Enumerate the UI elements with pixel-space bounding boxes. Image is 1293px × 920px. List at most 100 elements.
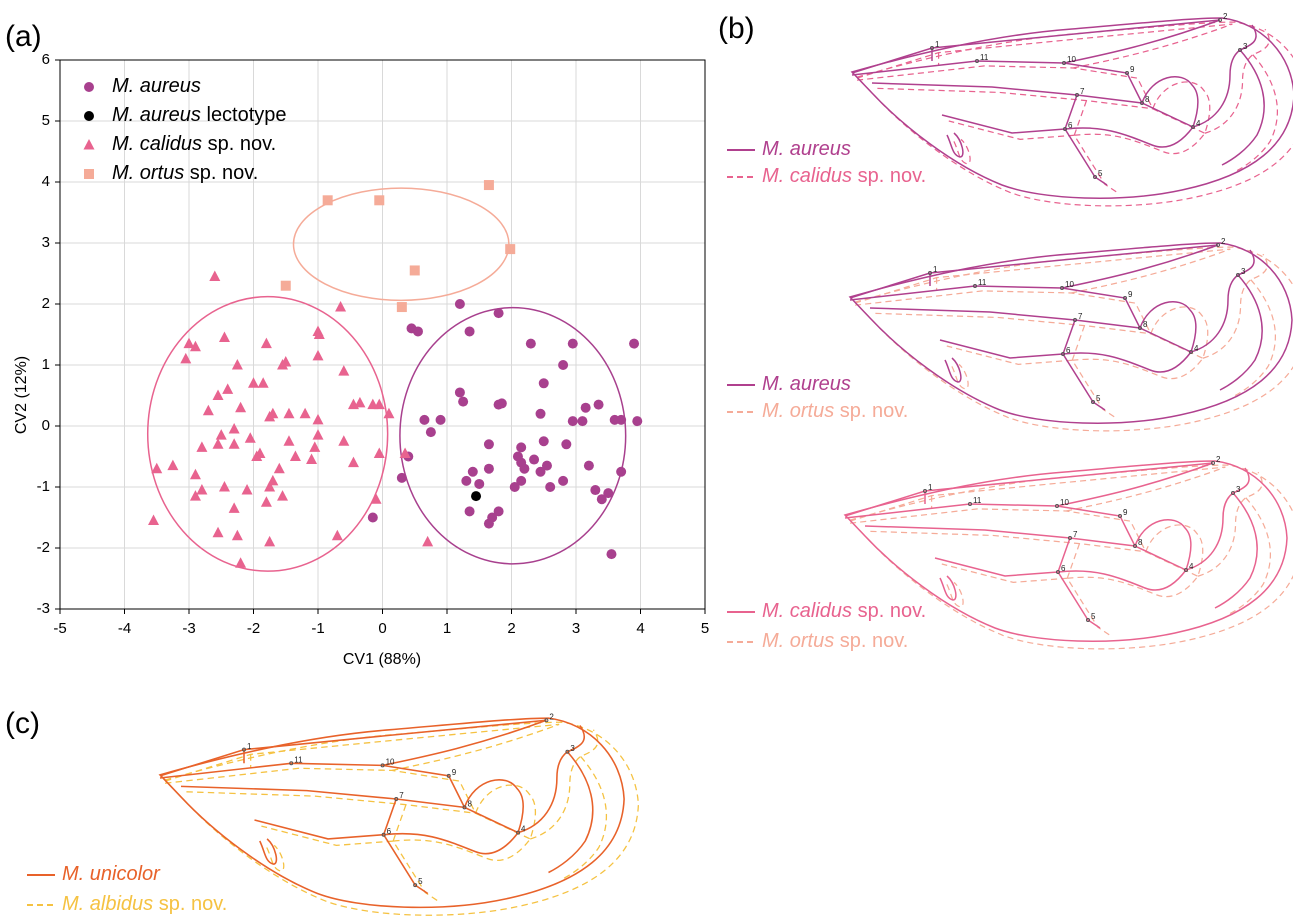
- data-point: [148, 515, 159, 526]
- data-point: [261, 338, 272, 349]
- data-point: [235, 402, 246, 413]
- data-point: [474, 479, 484, 489]
- landmark-label: 6: [387, 827, 392, 836]
- vein: [1220, 275, 1262, 390]
- data-point: [594, 400, 604, 410]
- data-point: [484, 439, 494, 449]
- vein: [1066, 467, 1225, 511]
- data-point: [539, 436, 549, 446]
- vein: [1135, 520, 1191, 570]
- data-point: [632, 416, 642, 426]
- landmark-label: 7: [1080, 87, 1085, 96]
- x-tick-label: 0: [378, 620, 386, 637]
- landmark-label: 7: [1078, 312, 1083, 321]
- data-point: [313, 429, 324, 440]
- landmark-label: 3: [570, 744, 575, 753]
- legend-label: M. unicolor: [62, 863, 161, 885]
- data-point: [536, 409, 546, 419]
- vein: [850, 273, 1191, 352]
- data-point: [261, 496, 272, 507]
- data-point: [151, 463, 162, 474]
- vein: [1153, 82, 1210, 133]
- data-point: [232, 530, 243, 541]
- data-point: [484, 464, 494, 474]
- y-tick-label: -1: [37, 478, 50, 495]
- data-point: [371, 493, 382, 504]
- data-point: [606, 549, 616, 559]
- y-tick-label: 5: [42, 112, 50, 129]
- data-point: [248, 377, 259, 388]
- data-point: [283, 408, 294, 419]
- legend-label: M. aureus: [762, 373, 851, 395]
- y-axis-label: CV2 (12%): [13, 356, 30, 434]
- landmark-dot: [545, 719, 548, 722]
- landmark-label: 4: [1194, 344, 1199, 353]
- landmark-label: 5: [1098, 169, 1103, 178]
- data-point: [219, 481, 230, 492]
- landmark-label: 8: [468, 800, 473, 809]
- data-point: [213, 390, 224, 401]
- data-point: [484, 180, 494, 190]
- data-point: [397, 302, 407, 312]
- vein: [855, 278, 1203, 359]
- data-point: [323, 195, 333, 205]
- vein: [1065, 127, 1193, 147]
- data-point: [471, 491, 481, 501]
- data-point: [209, 271, 220, 282]
- y-tick-label: -2: [37, 539, 50, 556]
- data-point: [539, 378, 549, 388]
- legend-label: M. ortus sp. nov.: [112, 162, 258, 184]
- data-point: [526, 339, 536, 349]
- data-point: [180, 353, 191, 364]
- landmark-label: 4: [1189, 562, 1194, 571]
- data-point: [426, 427, 436, 437]
- vein: [1071, 249, 1230, 293]
- data-point: [422, 536, 433, 547]
- data-point: [629, 339, 639, 349]
- y-tick-label: 0: [42, 417, 50, 434]
- data-point: [229, 502, 240, 512]
- data-point: [219, 332, 230, 343]
- landmark-label: 11: [980, 53, 989, 62]
- data-point: [283, 435, 294, 446]
- data-point: [203, 405, 214, 416]
- landmark-label: 2: [1223, 12, 1228, 21]
- legend-label: M. calidus sp. nov.: [112, 133, 276, 155]
- data-point: [167, 460, 178, 471]
- vein: [857, 53, 1205, 134]
- vein: [1058, 570, 1186, 590]
- legend-label: M. calidus sp. nov.: [762, 600, 926, 622]
- data-point: [309, 441, 320, 452]
- vein: [852, 48, 1193, 127]
- data-point: [245, 432, 256, 443]
- x-tick-label: -5: [53, 620, 66, 637]
- vein: [1140, 302, 1196, 352]
- landmark-label: 9: [1128, 290, 1133, 299]
- data-point: [516, 442, 526, 452]
- legend-marker: [84, 82, 94, 92]
- data-point: [597, 494, 607, 504]
- data-point: [229, 423, 240, 434]
- data-point: [196, 441, 207, 452]
- data-point: [458, 397, 468, 407]
- data-point: [354, 397, 365, 408]
- data-point: [368, 513, 378, 523]
- legend-label: M. aureus: [112, 75, 201, 97]
- data-point: [568, 339, 578, 349]
- data-point: [590, 485, 600, 495]
- legend-marker: [84, 169, 94, 179]
- legend-label: M. calidus sp. nov.: [762, 165, 926, 187]
- y-tick-label: -3: [37, 600, 50, 617]
- data-point: [196, 484, 207, 495]
- vein: [952, 364, 968, 388]
- vein: [845, 491, 1186, 570]
- vein: [1222, 50, 1264, 165]
- vein: [392, 724, 559, 770]
- vein: [870, 308, 1140, 328]
- landmark-label: 7: [1073, 530, 1078, 539]
- vein: [476, 785, 536, 839]
- data-point: [190, 469, 201, 480]
- landmark-label: 1: [935, 40, 940, 49]
- landmark-label: 10: [386, 758, 395, 767]
- vein: [1146, 525, 1203, 576]
